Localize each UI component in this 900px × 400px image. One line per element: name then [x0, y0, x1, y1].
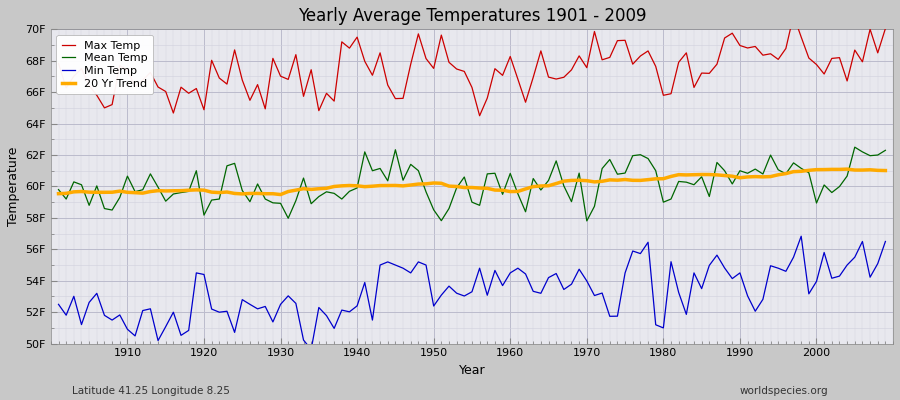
Mean Temp — [605, 157, 616, 162]
Line: Min Temp: Min Temp — [58, 236, 886, 350]
20 Yr Trend — [53, 191, 64, 196]
Max Temp — [474, 113, 485, 118]
Max Temp — [605, 55, 616, 60]
Min Temp — [114, 312, 125, 317]
Title: Yearly Average Temperatures 1901 - 2009: Yearly Average Temperatures 1901 - 2009 — [298, 7, 646, 25]
Legend: Max Temp, Mean Temp, Min Temp, 20 Yr Trend: Max Temp, Mean Temp, Min Temp, 20 Yr Tre… — [57, 35, 153, 94]
Max Temp — [53, 61, 64, 66]
20 Yr Trend — [512, 189, 523, 194]
Max Temp — [505, 54, 516, 59]
Mean Temp — [497, 192, 508, 197]
20 Yr Trend — [880, 168, 891, 173]
Mean Temp — [114, 195, 125, 200]
Line: 20 Yr Trend: 20 Yr Trend — [58, 169, 886, 194]
Mean Temp — [581, 218, 592, 223]
Y-axis label: Temperature: Temperature — [7, 147, 20, 226]
Text: Latitude 41.25 Longitude 8.25: Latitude 41.25 Longitude 8.25 — [72, 386, 230, 396]
Min Temp — [306, 347, 317, 352]
Max Temp — [788, 13, 799, 18]
Mean Temp — [505, 171, 516, 176]
20 Yr Trend — [605, 178, 616, 182]
20 Yr Trend — [842, 167, 852, 172]
Max Temp — [114, 63, 125, 68]
Max Temp — [283, 77, 293, 82]
Text: worldspecies.org: worldspecies.org — [740, 386, 828, 396]
Min Temp — [505, 270, 516, 275]
Line: Mean Temp: Mean Temp — [58, 147, 886, 221]
Max Temp — [880, 26, 891, 31]
Mean Temp — [880, 148, 891, 153]
Mean Temp — [283, 216, 293, 221]
Min Temp — [53, 302, 64, 307]
Min Temp — [512, 266, 523, 270]
Line: Max Temp: Max Temp — [58, 15, 886, 116]
20 Yr Trend — [291, 188, 302, 192]
Min Temp — [796, 234, 806, 239]
Min Temp — [337, 308, 347, 312]
20 Yr Trend — [505, 189, 516, 194]
20 Yr Trend — [275, 192, 286, 197]
Mean Temp — [850, 145, 860, 150]
Min Temp — [880, 239, 891, 244]
Max Temp — [328, 99, 339, 104]
20 Yr Trend — [337, 184, 347, 188]
Max Temp — [512, 77, 523, 82]
20 Yr Trend — [114, 189, 125, 194]
Mean Temp — [53, 187, 64, 192]
X-axis label: Year: Year — [459, 364, 485, 377]
Mean Temp — [328, 191, 339, 196]
Min Temp — [283, 294, 293, 298]
Min Temp — [605, 314, 616, 319]
